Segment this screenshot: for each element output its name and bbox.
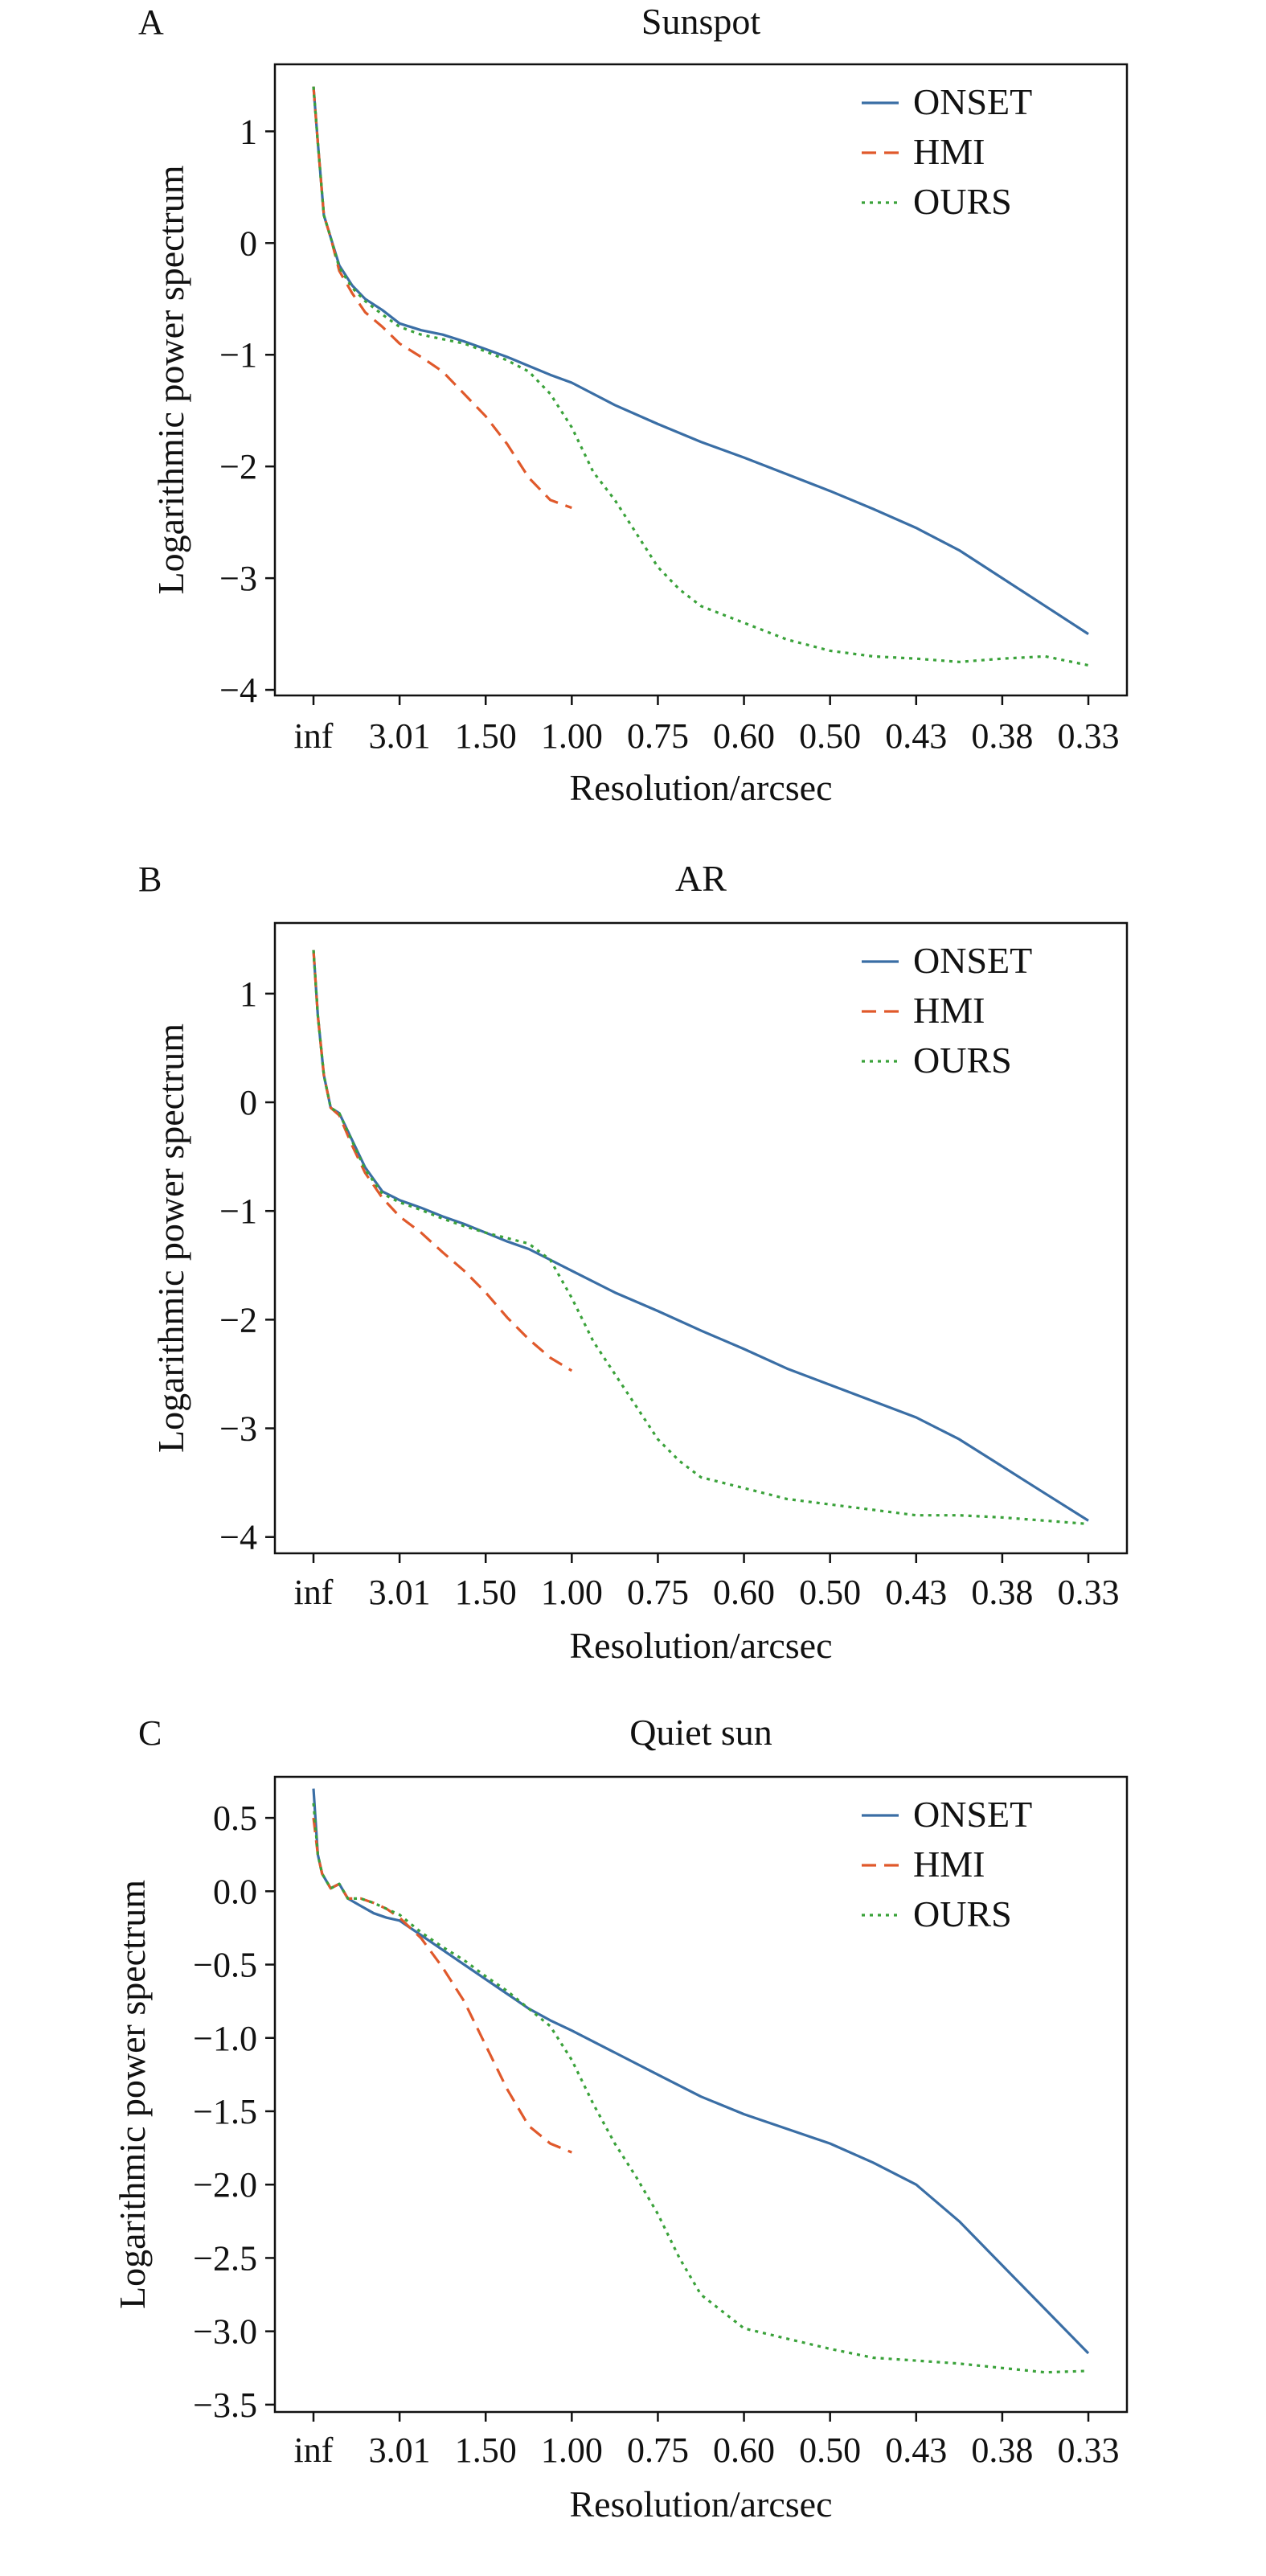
y-axis-label: Logarithmic power spectrum (150, 1023, 191, 1453)
y-tick-label: −1 (219, 1192, 257, 1231)
y-tick-label: 0.5 (213, 1799, 257, 1838)
panel-a: A Sunspot inf 3.01 1.50 1.00 0.75 0.60 0.50 0.43 0… (138, 1, 1129, 808)
series-line-hmi (312, 1817, 572, 2154)
y-tick-label: −4 (219, 1518, 257, 1557)
y-axis-label: Logarithmic power spectrum (150, 165, 191, 594)
x-tick-label: 0.43 (885, 716, 947, 756)
series-line-ours (312, 1803, 1089, 2374)
series-line-onset (312, 950, 1089, 1522)
x-tick-label: 1.00 (541, 1573, 603, 1612)
x-tick-label: 0.33 (1058, 1573, 1120, 1612)
y-tick-label: −1.5 (193, 2092, 257, 2131)
x-tick-label: 0.75 (627, 2430, 689, 2470)
legend-label: ONSET (913, 81, 1032, 122)
y-tick-label: −4 (219, 671, 257, 710)
y-tick-label: −3.5 (193, 2385, 257, 2425)
y-tick-label: 0 (240, 1083, 257, 1122)
y-tick-label: −3.0 (193, 2312, 257, 2352)
x-axis-label: Resolution/arcsec (569, 2484, 832, 2525)
plot-frame (273, 63, 1129, 697)
legend-label: OURS (913, 181, 1012, 222)
chart-title: Quiet sun (629, 1712, 772, 1753)
x-tick-label: 0.43 (885, 1573, 947, 1612)
x-tick-label: 0.38 (971, 1573, 1033, 1612)
legend-label: HMI (913, 1844, 985, 1885)
x-tick-label: 1.50 (455, 1573, 517, 1612)
series-line-hmi (312, 86, 572, 510)
x-tick-label: 1.50 (455, 2430, 517, 2470)
x-tick-label: 0.50 (799, 1573, 861, 1612)
x-tick-label: 0.60 (713, 716, 775, 756)
y-tick-label: −1.0 (193, 2019, 257, 2058)
legend-label: HMI (913, 131, 985, 172)
x-tick-label: 0.60 (713, 2430, 775, 2470)
x-tick-label: 0.75 (627, 1573, 689, 1612)
x-tick-label: 0.33 (1058, 2430, 1120, 2470)
chart-title: AR (675, 858, 727, 899)
y-tick-label: −2 (219, 447, 257, 486)
y-tick-label: −3 (219, 1409, 257, 1449)
x-tick-label: 0.50 (799, 2430, 861, 2470)
panel-letter: B (138, 859, 162, 899)
legend-label: HMI (913, 990, 985, 1031)
y-tick-label: −0.5 (193, 1946, 257, 1985)
legend-label: ONSET (913, 1794, 1032, 1835)
x-tick-label: 0.50 (799, 716, 861, 756)
x-tick-label: 1.50 (455, 716, 517, 756)
legend-label: ONSET (913, 940, 1032, 981)
series-line-ours (312, 86, 1089, 667)
x-tick-label: 1.00 (541, 716, 603, 756)
x-tick-label: inf (294, 1573, 334, 1612)
series-line-onset (312, 86, 1089, 635)
y-tick-label: 1 (240, 112, 257, 151)
chart-title: Sunspot (641, 1, 760, 42)
x-axis-label: Resolution/arcsec (569, 767, 832, 808)
x-tick-label: inf (294, 716, 334, 756)
x-tick-label: 3.01 (369, 1573, 431, 1612)
series-line-ours (312, 950, 1089, 1526)
legend-label: OURS (913, 1040, 1012, 1081)
x-tick-label: 0.38 (971, 2430, 1033, 2470)
x-tick-label: 3.01 (369, 2430, 431, 2470)
y-tick-label: 1 (240, 974, 257, 1014)
y-tick-label: −2.5 (193, 2238, 257, 2278)
y-tick-label: 0.0 (213, 1872, 257, 1911)
plot-frame (273, 921, 1129, 1555)
panel-b: B AR inf 3.01 1.50 1.00 0.75 0.60 0.50 0.43 0.38 0.… (138, 858, 1129, 1666)
x-tick-label: 0.38 (971, 716, 1033, 756)
y-tick-label: −2.0 (193, 2165, 257, 2205)
y-tick-label: −1 (219, 335, 257, 375)
x-tick-label: 0.60 (713, 1573, 775, 1612)
plot-frame (273, 1775, 1129, 2414)
y-tick-label: −2 (219, 1300, 257, 1339)
x-tick-label: 0.75 (627, 716, 689, 756)
panel-letter: A (138, 2, 164, 42)
x-tick-label: 3.01 (369, 716, 431, 756)
x-axis-label: Resolution/arcsec (569, 1625, 832, 1666)
x-tick-label: 0.43 (885, 2430, 947, 2470)
panel-c: C Quiet sun inf 3.01 1.50 1.00 0.75 0.60 0.50 0.4… (112, 1712, 1129, 2525)
x-tick-label: 1.00 (541, 2430, 603, 2470)
y-tick-label: 0 (240, 224, 257, 263)
y-axis-label: Logarithmic power spectrum (112, 1880, 153, 2309)
x-tick-label: 0.33 (1058, 716, 1120, 756)
panel-letter: C (138, 1713, 162, 1753)
series-line-hmi (312, 950, 573, 1372)
legend-label: OURS (913, 1893, 1012, 1934)
y-tick-label: −3 (219, 559, 257, 598)
x-tick-label: inf (294, 2430, 334, 2470)
